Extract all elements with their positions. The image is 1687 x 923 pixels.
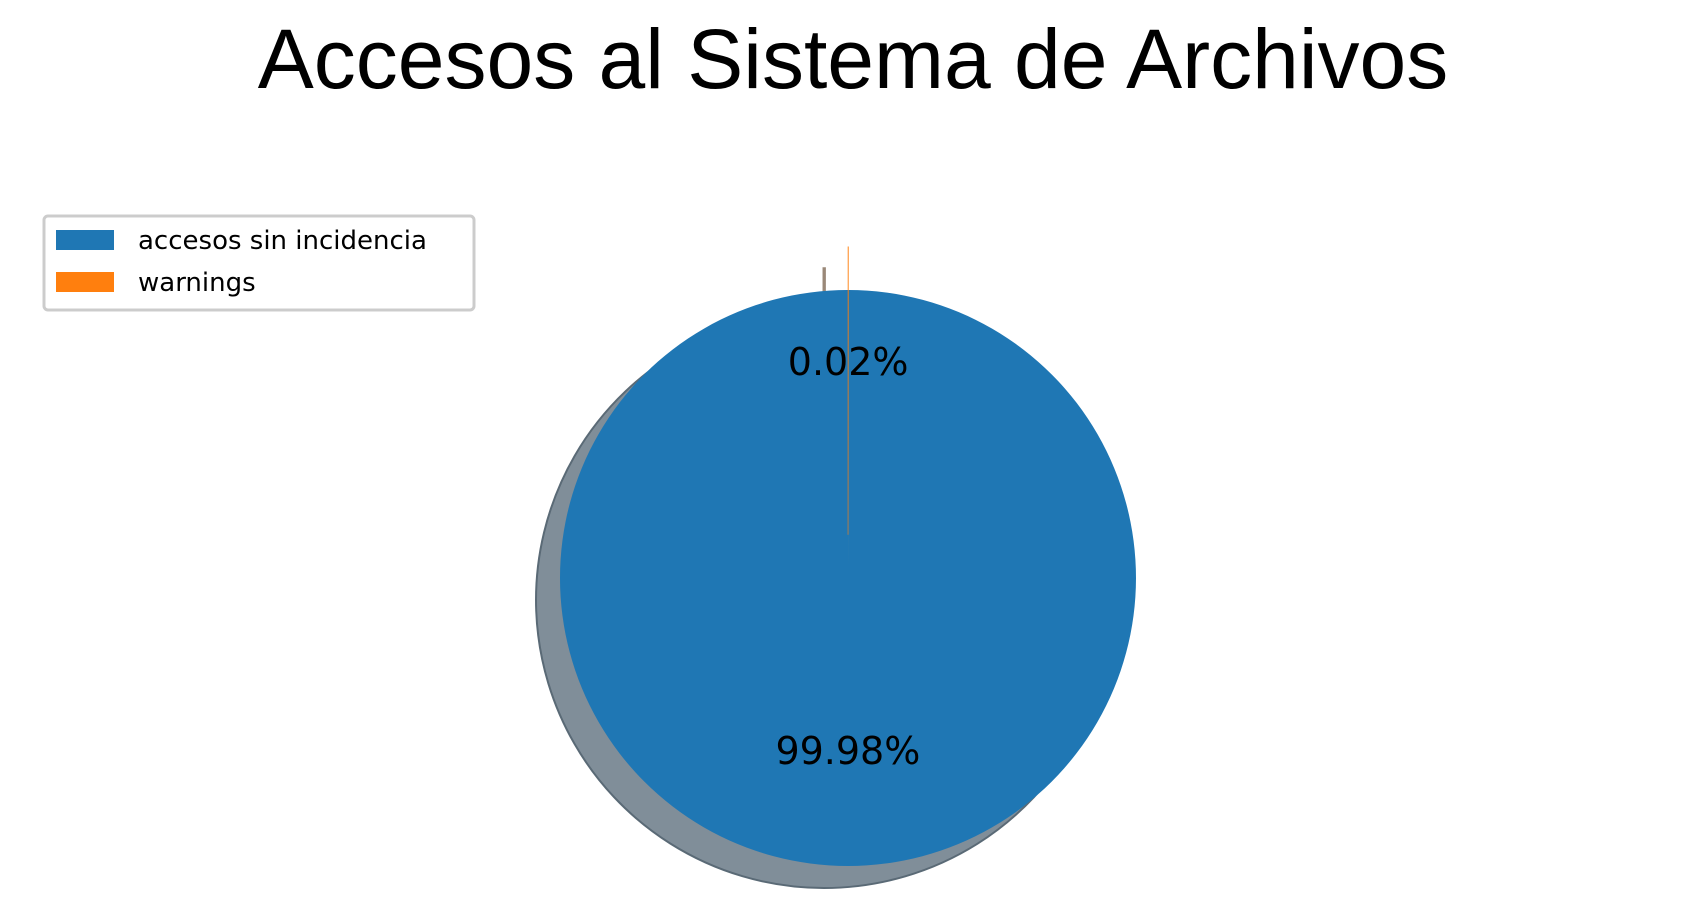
chart-title: Accesos al Sistema de Archivos [258,12,1449,106]
legend-swatch-accesos [56,230,114,250]
pie-slice-group [559,246,1136,867]
pie-label-accesos: 99.98% [775,729,920,773]
legend: accesos sin incidencia warnings [42,214,476,312]
legend-label-accesos: accesos sin incidencia [138,226,427,256]
legend-swatch-warnings [56,272,114,292]
legend-frame [42,214,476,312]
pie-slice-accesos [559,290,1136,867]
pie-label-group: 99.98% 0.02% [775,340,920,773]
pie-label-warnings: 0.02% [788,340,909,384]
legend-label-warnings: warnings [138,268,256,298]
